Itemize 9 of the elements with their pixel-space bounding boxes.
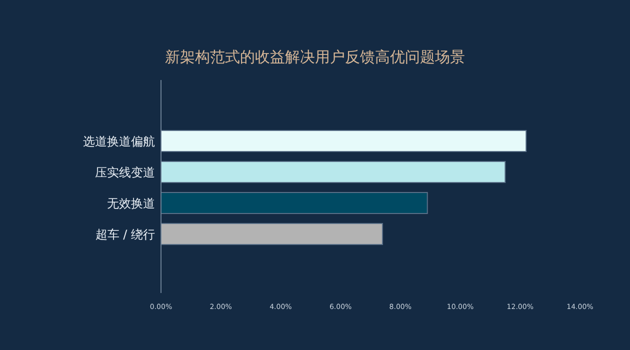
- y-tick-label: 超车 / 绕行: [95, 228, 155, 242]
- y-tick-label: 选道换道偏航: [83, 134, 155, 148]
- y-tick-label: 压实线变道: [95, 166, 155, 180]
- bar: [160, 130, 527, 152]
- bar: [160, 223, 383, 245]
- bar: [160, 161, 506, 183]
- chart-title: 新架构范式的收益解决用户反馈高优问题场景: [165, 48, 465, 66]
- y-tick-label: 无效换道: [107, 196, 155, 210]
- bar: [160, 192, 428, 214]
